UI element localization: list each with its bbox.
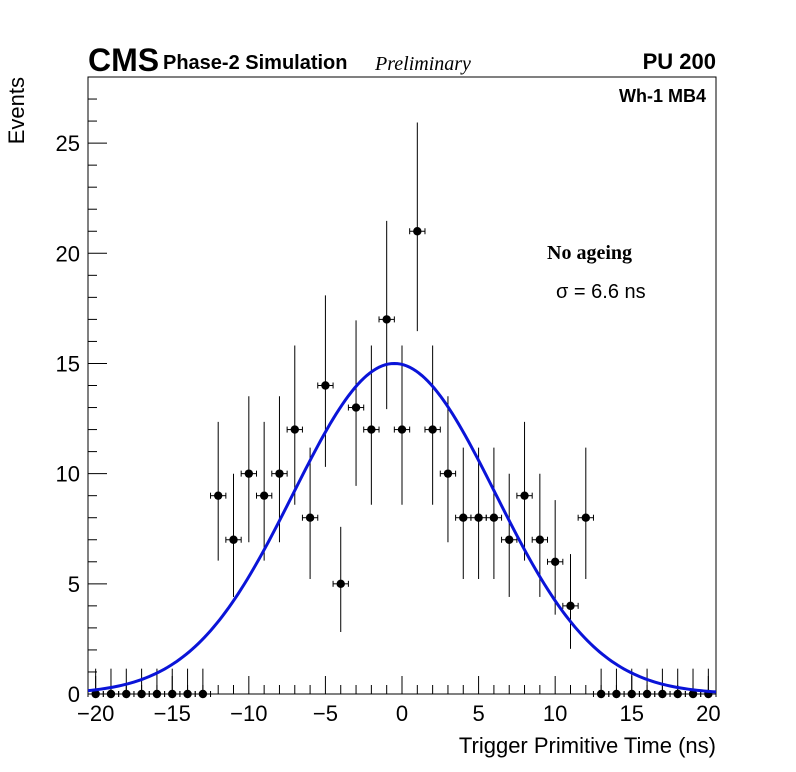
sigma-label: σ = 6.6 ns [556, 281, 646, 303]
x-axis-label: Trigger Primitive Time (ns) [459, 733, 716, 758]
data-point [489, 513, 499, 522]
data-point [382, 315, 391, 324]
x-tick-label: 20 [696, 701, 720, 726]
data-point [152, 689, 162, 699]
status-label: Preliminary [374, 53, 471, 75]
data-point [642, 689, 652, 699]
data-point [658, 689, 667, 699]
y-tick-label: 20 [56, 241, 80, 266]
x-tick-label: 0 [396, 701, 408, 726]
data-point [168, 689, 177, 699]
simulation-label: Phase-2 Simulation [163, 52, 348, 74]
data-markers [91, 227, 713, 699]
data-point [397, 425, 407, 434]
data-point [122, 689, 131, 699]
data-point [581, 513, 591, 522]
data-point [688, 689, 698, 699]
data-point [321, 381, 330, 390]
data-point [443, 469, 453, 478]
data-point [459, 513, 468, 522]
data-point [213, 491, 223, 500]
y-tick-label: 25 [56, 131, 80, 156]
data-point [673, 689, 682, 699]
data-point [596, 689, 606, 699]
data-point [535, 535, 545, 544]
condition-label: No ageing [547, 242, 632, 264]
data-point [290, 425, 299, 434]
x-tick-label: 5 [472, 701, 484, 726]
error-bars [87, 122, 717, 697]
data-point [91, 689, 100, 699]
data-point [413, 227, 422, 236]
data-point [198, 689, 208, 699]
data-point [612, 689, 621, 699]
data-point [244, 469, 254, 478]
y-tick-label: 5 [68, 572, 80, 597]
data-point [137, 689, 146, 699]
x-tick-label: 10 [543, 701, 567, 726]
data-point [566, 601, 575, 611]
data-point [367, 425, 376, 434]
y-tick-label: 15 [56, 351, 80, 376]
data-point [183, 689, 192, 699]
x-tick-label: −5 [313, 701, 338, 726]
x-tick-label: −10 [230, 701, 267, 726]
data-point [229, 535, 238, 544]
region-label: Wh-1 MB4 [619, 86, 706, 106]
fit-curve [87, 361, 717, 694]
x-tick-label: −20 [77, 701, 114, 726]
data-point [627, 689, 636, 699]
x-tick-label: −15 [154, 701, 191, 726]
cms-label: CMS [88, 42, 159, 78]
axis-ticks: −20 −15 −10 −5 0 5 10 15 20 0 5 10 15 20 25 [56, 76, 721, 726]
y-tick-label: 10 [56, 462, 80, 487]
data-point [505, 535, 514, 544]
data-point [351, 403, 361, 412]
data-point [106, 689, 116, 699]
data-point [336, 579, 345, 589]
data-point [474, 513, 483, 522]
y-axis-label: Events [4, 77, 29, 144]
pileup-label: PU 200 [643, 49, 716, 74]
data-point [550, 557, 560, 566]
x-tick-label: 15 [620, 701, 644, 726]
data-point [305, 513, 315, 522]
y-tick-label: 0 [68, 682, 80, 707]
data-point [520, 491, 529, 500]
data-point [259, 491, 269, 500]
data-point [275, 469, 284, 478]
data-point [428, 425, 437, 434]
